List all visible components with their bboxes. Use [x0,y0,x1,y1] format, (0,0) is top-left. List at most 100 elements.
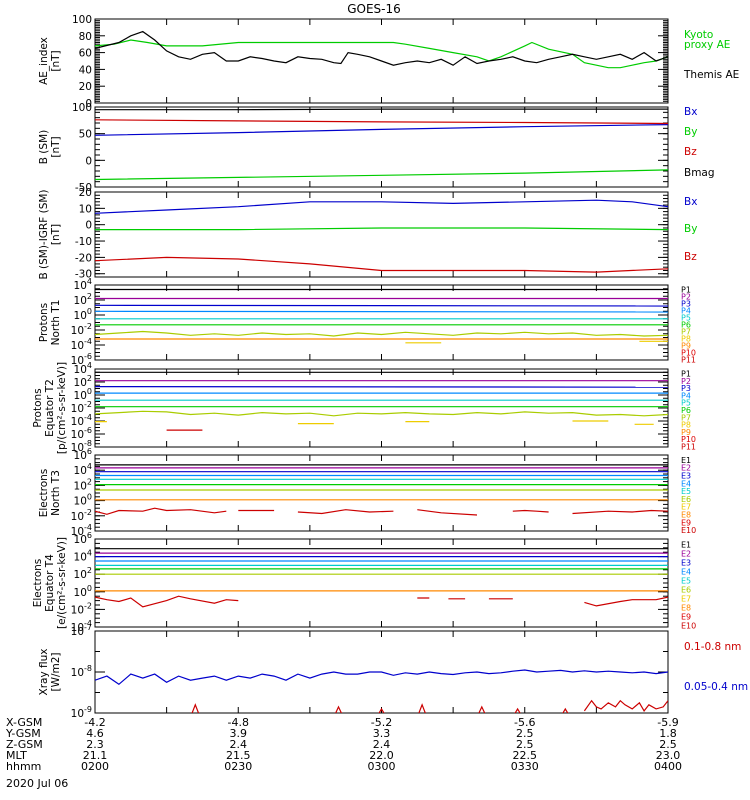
y-tick-label: 104 [74,462,92,477]
y-tick-label: 10-4 [71,337,92,352]
y-tick-exponent: -4 [84,413,92,422]
y-tick-label: 10-2 [71,508,92,523]
series-group [95,30,668,69]
y-axis-label: [nT] [50,136,62,157]
y-tick-exponent: -6 [84,426,92,435]
legend-item: Kyoto [684,29,713,41]
series-line [95,119,668,125]
legend-item: Bz [684,146,697,158]
legend-item: By [684,223,697,235]
legend-item: P5 [681,399,691,408]
y-tick-label: 104 [74,549,92,564]
y-tick-exponent: 0 [87,493,92,502]
legend-item: E2 [681,464,691,473]
series-group [95,371,668,431]
y-tick-label: 0 [85,98,92,110]
y-axis-label: Equator T2 [44,379,56,437]
legend-item: E4 [681,479,691,488]
y-tick-base: 10 [74,295,87,307]
series-line [191,699,668,713]
y-tick-base: 10 [74,280,87,292]
y-tick-base: 10 [71,708,84,720]
legend-item: P6 [681,406,691,415]
y-tick-base: 10 [74,310,87,322]
series-group [95,464,668,516]
legend-item: P2 [681,377,691,386]
y-tick-exponent: 4 [87,462,92,471]
legend-item: E2 [681,550,691,559]
y-tick-exponent: -6 [84,352,92,361]
y-tick-base: 10 [74,480,87,492]
x-row-value: 2.4 [373,738,391,751]
y-tick-label: -30 [75,269,92,281]
y-tick-label: 100 [74,307,92,322]
y-tick-label: -20 [75,252,92,264]
y-tick-label: 20 [79,81,92,93]
legend-item: E6 [681,495,691,504]
x-row-value: 3.9 [230,727,248,740]
y-tick-base: 10 [71,340,84,352]
legend-item: E1 [681,541,691,550]
y-tick-exponent: 0 [87,387,92,396]
legend-item: By [684,126,697,138]
y-tick-label: -10 [75,236,92,248]
y-tick-exponent: -2 [84,322,92,331]
legend-item: Bz [684,251,697,263]
y-tick-label: 106 [74,531,92,546]
panel-3: 20 10 0 -10 -20 -30 B (SM)-IGRF (SM) [nT] Bx By Bz [38,187,697,281]
legend-item: P4 [681,391,691,400]
legend-item: P5 [681,314,691,323]
y-axis-label: Protons [38,303,50,342]
y-tick-label: 10-2 [71,601,92,616]
y-tick-base: 10 [74,496,87,508]
x-row-label: X-GSM [6,716,42,729]
legend-item: 0.05-0.4 nm [684,681,748,693]
legend-item: E5 [681,577,691,586]
series-line [95,30,668,66]
legend-item: 0.1-0.8 nm [684,641,741,653]
y-tick-exponent: 2 [87,292,92,301]
y-axis-label: AE_index [38,37,50,85]
x-row-label: Y-GSM [5,727,41,740]
legend-item: Bmag [684,167,715,179]
y-tick-base: 10 [74,390,87,402]
y-axis-label: North T3 [50,470,62,516]
y-tick-exponent: -2 [84,400,92,409]
y-tick-exponent: 4 [87,361,92,370]
y-tick-label: 102 [74,477,92,492]
y-tick-label: 10-4 [71,619,92,634]
x-row-value: 21.5 [226,749,251,762]
y-axis-label: [W/m2] [50,652,62,691]
legend-item: P3 [681,300,691,309]
x-row-value: 4.6 [86,727,104,740]
y-tick-base: 10 [71,604,84,616]
legend-item: E3 [681,472,691,481]
legend: 0.1-0.8 nm 0.05-0.4 nm [684,641,748,693]
legend-item: E9 [681,613,691,622]
series-group [95,548,668,608]
legend-item: P1 [681,370,691,379]
y-axis-label: [nT] [50,224,62,245]
legend-item: E1 [681,456,691,465]
legend: Bx By Bz Bmag [684,106,715,179]
legend-item: P10 [681,435,696,444]
legend-item: Bx [684,196,697,208]
y-tick-exponent: -8 [84,439,92,448]
x-row-value: -4.2 [84,716,105,729]
y-tick-label: 0 [85,220,92,232]
y-axis-label: [nT] [50,50,62,71]
y-tick-label: 50 [79,129,92,141]
y-axis-label: Protons [32,388,44,427]
x-row-value: 22.0 [369,749,394,762]
x-row-value: 2.4 [230,738,248,751]
series-line [95,310,668,313]
legend-item: E10 [681,526,696,535]
x-row-value: 1.8 [659,727,677,740]
y-tick-base: 10 [71,667,84,679]
